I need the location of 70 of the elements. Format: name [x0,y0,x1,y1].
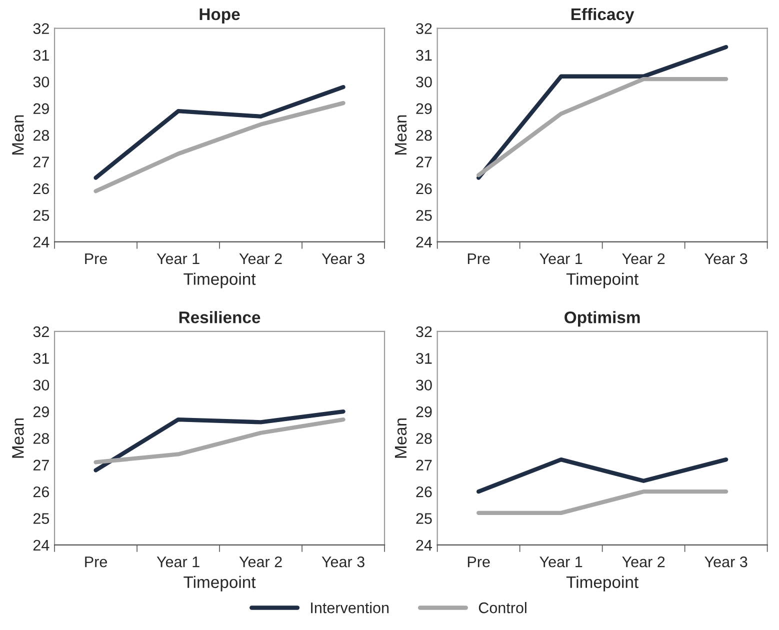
y-tick-label: 31 [33,50,49,61]
x-tick-label: Year 3 [322,556,364,568]
y-tick-label: 25 [33,210,50,221]
x-tick-label: Year 2 [622,556,665,568]
y-tick-label: 28 [416,130,432,141]
y-tick-label: 26 [416,183,432,194]
x-tick-label: Pre [85,556,107,568]
y-axis-title: Mean [12,418,24,458]
y-tick-label: 24 [416,236,432,248]
x-tick-label: Year 3 [322,253,364,264]
y-tick-label: 30 [416,380,432,391]
x-axis-title: Timepoint [184,576,256,592]
y-tick-label: 29 [33,103,49,114]
y-tick-label: 26 [33,183,49,194]
y-axis-title: Mean [394,418,407,458]
y-axis-title: Mean [12,115,24,155]
x-tick-label: Pre [85,253,107,264]
y-tick-label: 32 [416,326,432,338]
x-tick-label: Year 2 [239,253,282,264]
x-axis-title: Timepoint [566,272,638,288]
x-tick-label: Year 3 [704,253,748,264]
legend-label: Intervention [311,602,389,614]
y-axis-title: Mean [394,115,407,155]
y-tick-label: 27 [416,156,432,168]
y-tick-label: 26 [416,486,432,498]
y-tick-label: 30 [416,76,432,88]
y-tick-label: 32 [33,326,49,338]
y-tick-label: 24 [33,540,50,550]
x-tick-label: Year 2 [622,253,665,264]
y-tick-label: 32 [33,23,49,34]
y-tick-label: 27 [33,460,49,470]
y-tick-label: 28 [416,433,432,444]
line-series [94,409,346,472]
y-tick-label: 24 [33,236,50,248]
line-series [94,100,346,194]
y-tick-label: 30 [33,76,50,88]
y-tick-label: 31 [33,353,49,364]
chart-title: Optimism [564,311,640,327]
x-axis-title: Timepoint [184,272,256,288]
line-series [94,417,346,464]
chart-title: Resilience [179,311,260,324]
x-tick-label: Pre [468,556,490,568]
y-tick-label: 25 [33,513,50,524]
y-tick-label: 30 [33,380,50,391]
x-tick-label: Pre [468,253,490,264]
x-tick-label: Year 2 [239,556,282,568]
y-tick-label: 24 [416,540,432,550]
x-tick-label: Year 1 [156,556,200,568]
y-tick-label: 28 [33,130,50,141]
line-series [94,84,346,180]
y-tick-label: 27 [33,156,49,168]
x-tick-label: Year 1 [156,253,200,264]
x-axis-title: Timepoint [566,576,638,592]
y-tick-label: 29 [33,406,49,418]
y-tick-label: 26 [33,486,49,498]
x-tick-label: Year 1 [540,556,582,568]
y-tick-label: 25 [416,210,432,221]
y-tick-label: 27 [416,460,432,470]
chart-title: Efficacy [571,8,634,24]
legend-label: Control [478,602,526,614]
x-tick-label: Year 1 [540,253,582,264]
x-tick-label: Year 3 [704,556,748,568]
y-tick-label: 31 [416,353,432,364]
y-tick-label: 28 [33,433,50,444]
y-tick-label: 32 [416,23,432,34]
y-tick-label: 29 [416,406,432,418]
y-tick-label: 31 [416,50,432,61]
y-tick-label: 25 [416,513,432,524]
y-tick-label: 29 [416,103,432,114]
chart-title: Hope [200,8,240,24]
